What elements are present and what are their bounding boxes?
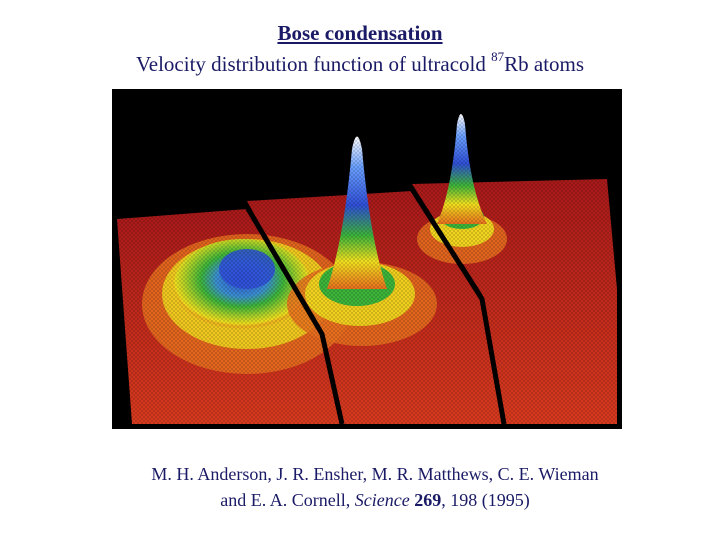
velocity-distribution-figure xyxy=(112,89,622,429)
surface-plot-image xyxy=(112,89,622,429)
journal-pages-year: , 198 (1995) xyxy=(441,490,530,510)
citation-reference: and E. A. Cornell, Science 269, 198 (199… xyxy=(0,487,720,513)
citation-authors: M. H. Anderson, J. R. Ensher, M. R. Matt… xyxy=(151,464,599,484)
isotope-superscript: 87 xyxy=(491,49,505,64)
citation: M. H. Anderson, J. R. Ensher, M. R. Matt… xyxy=(0,461,720,513)
subtitle-suffix: Rb atoms xyxy=(504,52,585,76)
title-block: Bose condensation Velocity distribution … xyxy=(0,20,720,77)
slide-subtitle: Velocity distribution function of ultrac… xyxy=(0,46,720,77)
slide-title: Bose condensation xyxy=(277,21,443,45)
subtitle-prefix: Velocity distribution function of ultrac… xyxy=(135,52,492,76)
citation-authors-cont: and E. A. Cornell, xyxy=(220,490,355,510)
journal-volume: 269 xyxy=(414,490,442,510)
journal-name: Science xyxy=(354,490,410,510)
